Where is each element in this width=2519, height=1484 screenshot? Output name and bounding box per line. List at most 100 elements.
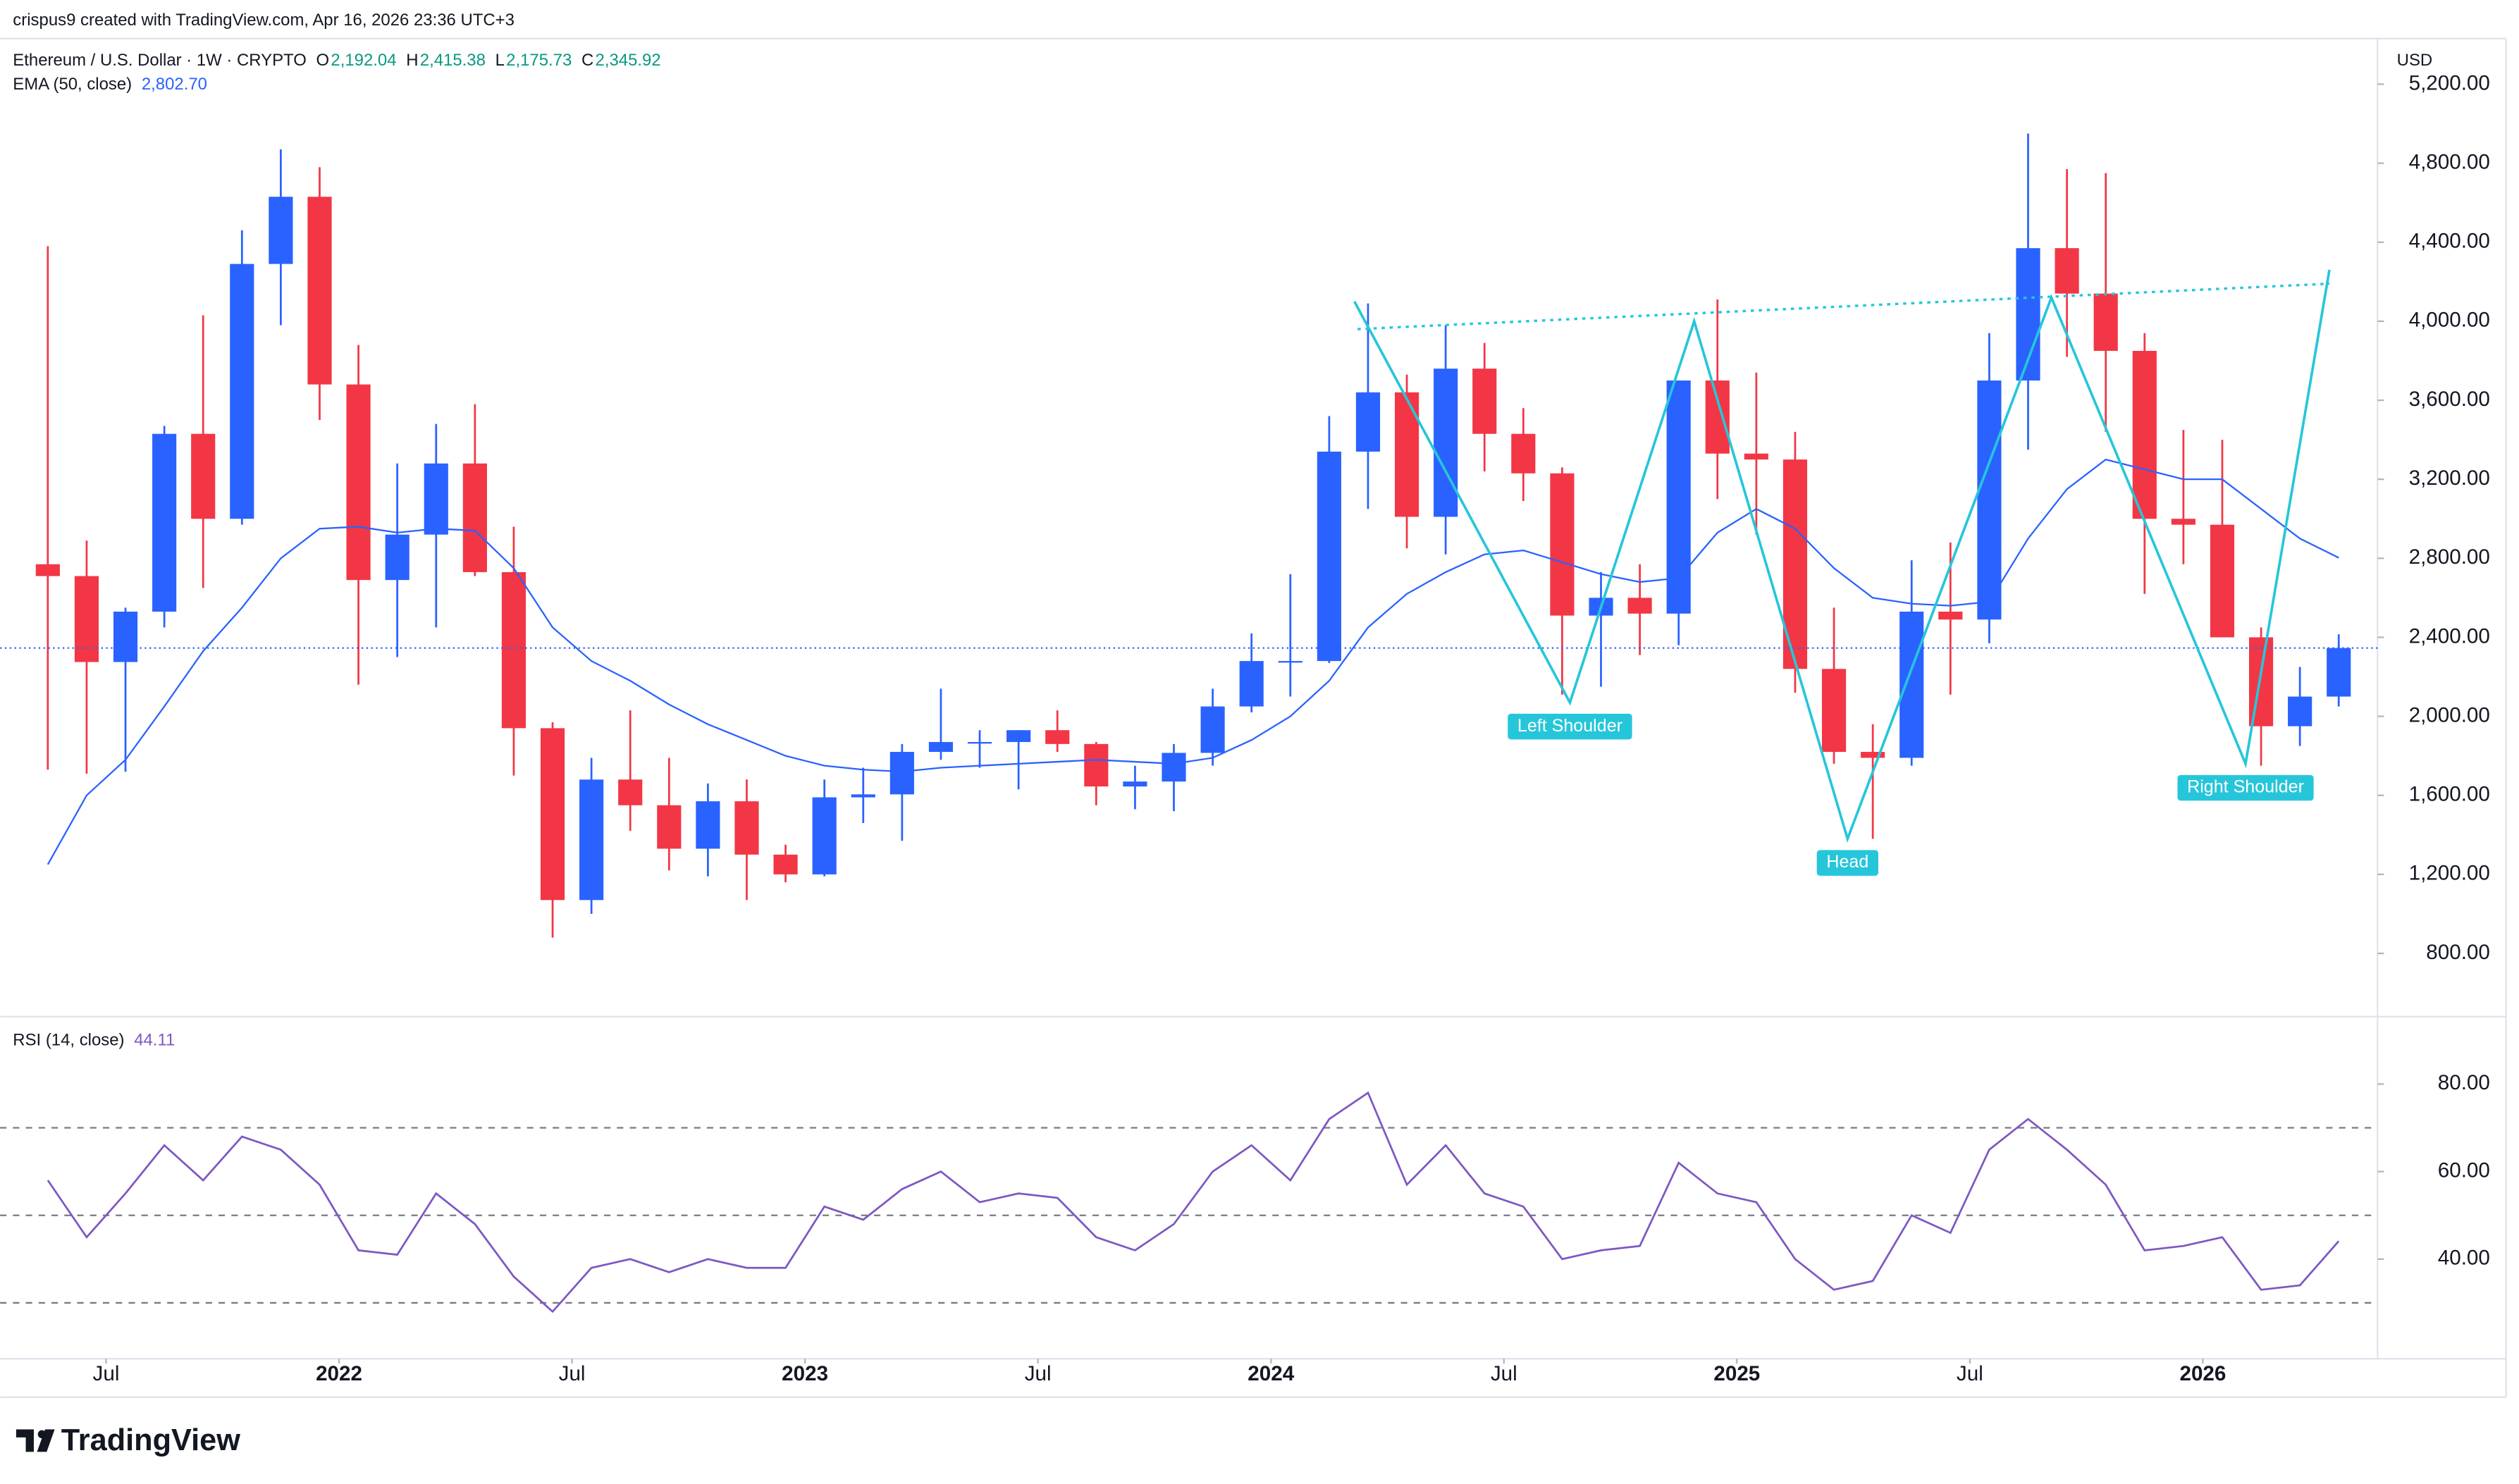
x-tick-label: Jul: [1025, 1362, 1052, 1385]
candle-body: [1899, 611, 1924, 758]
candle-body: [1162, 753, 1186, 782]
x-tick-label: 2026: [2179, 1362, 2226, 1385]
y-tick-label: 1,200.00: [2409, 862, 2490, 885]
candle-body: [1278, 661, 1302, 663]
y-tick-label: 3,600.00: [2409, 388, 2490, 411]
candle-body: [1123, 781, 1147, 787]
pattern-line: [1353, 269, 2331, 843]
ohlc-value: 2,175.73: [506, 51, 572, 70]
x-tick-label: Jul: [1491, 1362, 1517, 1385]
candle-body: [1084, 743, 1109, 787]
ohlc-value: 2,415.38: [420, 51, 486, 70]
candle-body: [346, 384, 371, 581]
pattern-label: Head: [1826, 852, 1868, 872]
candle-body: [1006, 730, 1031, 743]
candle-body: [1938, 611, 1963, 620]
y-tick-label: 4,000.00: [2409, 309, 2490, 332]
candles: [0, 133, 2378, 938]
ohlc-name: C: [581, 51, 593, 70]
y-tick-label: 60.00: [2438, 1158, 2490, 1182]
y-tick-label: 3,200.00: [2409, 466, 2490, 490]
candle-body: [2210, 524, 2235, 638]
brand: TradingView: [61, 1423, 241, 1457]
candle-body: [1239, 661, 1264, 707]
candle-body: [734, 801, 759, 855]
candle-body: [540, 728, 565, 901]
candle-body: [1394, 392, 1419, 517]
candle-body: [1744, 453, 1768, 460]
ohlc-name: O: [316, 51, 330, 70]
candle-body: [35, 564, 60, 576]
ohlc-value: 2,345.92: [596, 51, 661, 70]
candle-body: [74, 576, 99, 662]
x-tick-label: 2022: [316, 1362, 362, 1385]
candle-body: [967, 742, 992, 744]
brand-logo: TradingView: [16, 1423, 240, 1457]
rsi-line: [47, 1091, 2340, 1313]
pattern-label: Left Shoulder: [1517, 716, 1622, 736]
candle-body: [2288, 696, 2312, 726]
y-tick-label: 80.00: [2438, 1071, 2490, 1094]
candle-body: [2327, 648, 2351, 697]
candle-body: [1550, 473, 1575, 616]
ohlc-name: L: [495, 51, 505, 70]
candle-body: [385, 534, 409, 581]
candle-body: [1434, 369, 1458, 517]
candle-body: [2055, 248, 2079, 294]
candle-body: [1705, 380, 1730, 454]
y-unit: USD: [2397, 51, 2433, 70]
ohlc-value: 2,192.04: [331, 51, 396, 70]
candle-body: [1666, 380, 1691, 614]
x-tick-label: 2024: [1248, 1362, 1294, 1385]
x-tick-label: Jul: [559, 1362, 586, 1385]
y-tick-label: 2,400.00: [2409, 624, 2490, 648]
ohlc-name: H: [406, 51, 418, 70]
y-tick-label: 2,000.00: [2409, 703, 2490, 726]
y-tick-label: 4,800.00: [2409, 150, 2490, 173]
candle-body: [812, 797, 837, 874]
rsi-title: RSI (14, close): [13, 1030, 124, 1049]
candle-body: [191, 433, 216, 519]
candle-body: [657, 805, 682, 849]
y-tick-label: 4,400.00: [2409, 230, 2490, 253]
candle-body: [230, 264, 254, 519]
y-tick-label: 1,600.00: [2409, 783, 2490, 806]
candle-body: [152, 433, 177, 612]
y-tick-label: 800.00: [2426, 941, 2490, 964]
candle-body: [889, 752, 914, 795]
candle-body: [113, 611, 138, 662]
unit-bg: [2384, 47, 2449, 76]
pattern-label: Right Shoulder: [2187, 777, 2304, 797]
candle-body: [1511, 433, 1536, 474]
candle-body: [1355, 392, 1381, 452]
pattern-label-bg: [2177, 774, 2314, 801]
candle-body: [1472, 369, 1497, 434]
candle-body: [424, 463, 448, 535]
candle-body: [618, 779, 643, 805]
candle-body: [1200, 706, 1225, 753]
candle-body: [1627, 598, 1652, 614]
candle-body: [2093, 293, 2118, 351]
candle-body: [579, 779, 604, 901]
pattern-label-bg: [1508, 713, 1632, 740]
candle-body: [696, 801, 720, 849]
candle-body: [928, 742, 954, 753]
candle-body: [2132, 350, 2157, 519]
symbol-title: Ethereum / U.S. Dollar · 1W · CRYPTO: [13, 51, 307, 70]
candle-body: [2171, 519, 2195, 525]
candle-body: [462, 463, 487, 572]
neckline: [1357, 282, 2330, 330]
ema-value: 2,802.70: [142, 75, 207, 94]
x-tick-label: 2023: [782, 1362, 828, 1385]
candle-body: [1861, 752, 1885, 758]
ema-name: EMA (50, close): [13, 75, 132, 94]
candle-body: [1977, 380, 2002, 620]
x-tick-label: 2025: [1713, 1362, 1760, 1385]
candle-body: [773, 854, 798, 874]
attribution: crispus9 created with TradingView.com, A…: [13, 11, 515, 30]
rsi-value: 44.11: [134, 1030, 175, 1049]
candle-body: [1821, 669, 1847, 753]
